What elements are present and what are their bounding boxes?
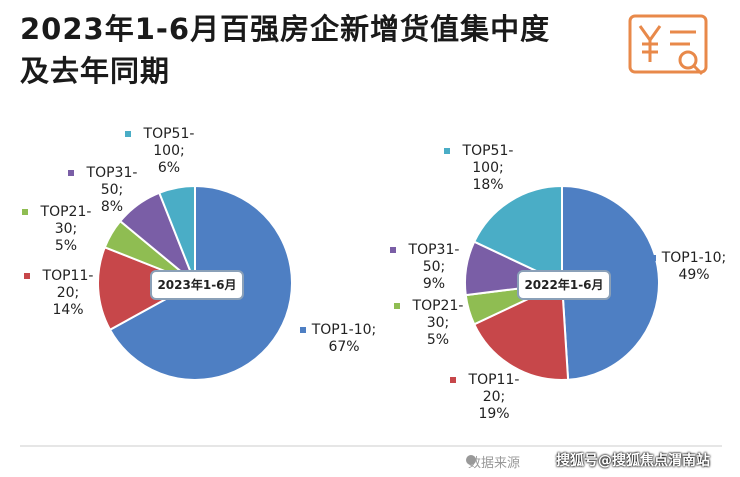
slice-label: TOP11-20; 14%	[24, 268, 104, 319]
legend-swatch	[650, 255, 656, 261]
slice-label: TOP31-50; 9%	[390, 242, 470, 293]
legend-swatch	[394, 303, 400, 309]
slice-label: TOP51-100; 6%	[125, 126, 205, 177]
legend-swatch	[444, 148, 450, 154]
title: 2023年1-6月百强房企新增货值集中度及去年同期	[20, 12, 551, 88]
pie-slice	[472, 281, 570, 381]
source: 数据来源	[468, 456, 521, 471]
value-label: 67%	[328, 339, 360, 355]
category-label: TOP11-20;	[468, 372, 520, 405]
category-label: TOP31-50;	[408, 242, 460, 275]
slice-label: TOP21-30; 5%	[394, 298, 474, 349]
slice-label: TOP1-10; 67%	[300, 322, 380, 356]
value-label: 9%	[422, 276, 446, 292]
slice-label: TOP21-30; 5%	[22, 204, 102, 255]
category-label: TOP1-10;	[661, 250, 727, 266]
category-label: TOP21-30;	[40, 204, 92, 237]
pie-slice	[157, 184, 196, 284]
bullet	[466, 455, 476, 465]
legend-swatch	[68, 170, 74, 176]
legend-swatch	[125, 131, 131, 137]
slice-label: TOP51-100; 18%	[444, 143, 524, 194]
legend-swatch	[22, 209, 28, 215]
value-label: 5%	[54, 238, 78, 254]
pie-slice	[97, 245, 198, 332]
value-label: 19%	[478, 406, 510, 422]
value-label: 6%	[157, 160, 181, 176]
legend-swatch	[24, 273, 30, 279]
value-label: 14%	[52, 302, 84, 318]
slice-label: TOP31-50; 8%	[68, 165, 148, 216]
pie-slice	[472, 184, 563, 285]
legend-swatch	[450, 377, 456, 383]
icon	[628, 14, 708, 76]
value-label: 18%	[472, 177, 504, 193]
slice-label: TOP1-10; 49%	[650, 250, 730, 284]
legend-swatch	[300, 327, 306, 333]
value-label: 5%	[426, 332, 450, 348]
category-label: TOP51-100;	[462, 143, 514, 176]
value-label: 8%	[100, 199, 124, 215]
category-label: TOP31-50;	[86, 165, 138, 198]
legend-swatch	[390, 247, 396, 253]
slice-label: TOP11-20; 19%	[450, 372, 530, 423]
category-label: TOP1-10;	[311, 322, 377, 338]
center-label: 2023年1-6月	[150, 270, 244, 300]
watermark: 搜狐号@搜狐焦点渭南站	[556, 453, 710, 469]
category-label: TOP21-30;	[412, 298, 464, 331]
category-label: TOP11-20;	[42, 268, 94, 301]
value-label: 49%	[678, 267, 710, 283]
center-label: 2022年1-6月	[517, 270, 611, 300]
category-label: TOP51-100;	[143, 126, 195, 159]
